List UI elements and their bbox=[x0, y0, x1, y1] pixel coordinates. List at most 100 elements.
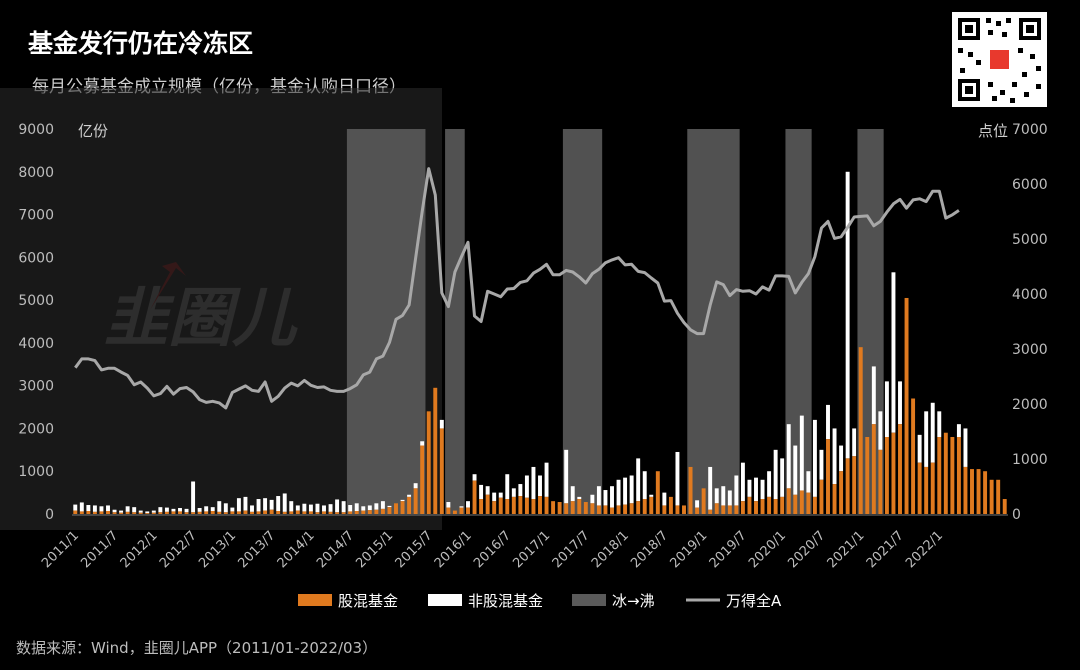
bar-nonequity bbox=[839, 445, 844, 472]
bar-nonequity bbox=[917, 434, 922, 463]
bar-equity bbox=[734, 505, 739, 514]
bar-nonequity bbox=[780, 458, 785, 497]
x-tick-label: 2018/1 bbox=[589, 528, 632, 571]
x-tick-label: 2021/1 bbox=[825, 528, 868, 571]
bar-equity bbox=[531, 499, 536, 514]
bar-nonequity bbox=[348, 505, 353, 512]
bar-equity bbox=[73, 510, 78, 514]
bar-equity bbox=[433, 387, 438, 514]
bar-equity bbox=[930, 462, 935, 514]
bar-equity bbox=[413, 488, 418, 514]
bar-equity bbox=[963, 466, 968, 514]
bar-nonequity bbox=[898, 381, 902, 425]
bar-nonequity bbox=[505, 474, 510, 500]
bar-nonequity bbox=[407, 494, 412, 497]
bar-equity bbox=[760, 499, 765, 514]
bar-equity bbox=[498, 497, 503, 514]
bar-equity bbox=[420, 445, 425, 514]
bar-equity bbox=[852, 456, 857, 514]
bar-nonequity bbox=[623, 477, 628, 505]
bar-nonequity bbox=[538, 475, 542, 497]
y-right-tick-label: 6000 bbox=[1012, 177, 1048, 193]
bar-equity bbox=[754, 501, 758, 514]
bar-equity bbox=[819, 479, 824, 514]
bar-nonequity bbox=[367, 505, 372, 511]
x-tick-label: 2013/7 bbox=[236, 528, 279, 571]
bar-equity bbox=[708, 509, 713, 514]
x-tick-label: 2011/7 bbox=[78, 528, 121, 571]
bar-equity bbox=[380, 508, 385, 514]
bar-nonequity bbox=[132, 507, 137, 513]
bar-equity bbox=[538, 496, 542, 514]
bar-equity bbox=[315, 512, 320, 514]
bar-equity bbox=[485, 494, 490, 514]
bar-nonequity bbox=[380, 501, 385, 509]
legend: 股混基金 非股混基金 冰→沸 万得全A bbox=[298, 592, 782, 610]
bar-equity bbox=[668, 496, 673, 514]
bar-equity bbox=[236, 511, 241, 514]
y-left-tick-label: 1000 bbox=[18, 464, 54, 480]
bar-equity bbox=[793, 494, 798, 514]
bar-nonequity bbox=[302, 503, 307, 512]
legend-swatch-1 bbox=[428, 594, 462, 606]
bar-nonequity bbox=[387, 505, 392, 508]
bar-equity bbox=[250, 511, 254, 514]
legend-label-3: 万得全A bbox=[726, 592, 782, 610]
bar-nonequity bbox=[151, 510, 156, 513]
bar-equity bbox=[322, 511, 326, 514]
bar-nonequity bbox=[191, 481, 196, 513]
bar-equity bbox=[551, 501, 556, 514]
bar-nonequity bbox=[832, 428, 837, 485]
x-tick-label: 2022/1 bbox=[903, 528, 946, 571]
data-source-note: 数据来源：Wind，韭圈儿APP（2011/01-2022/03） bbox=[16, 639, 378, 657]
bar-nonequity bbox=[145, 511, 150, 514]
x-tick-label: 2017/1 bbox=[510, 528, 553, 571]
bar-nonequity bbox=[544, 462, 549, 497]
bar-equity bbox=[780, 496, 785, 514]
y-left-tick-label: 4000 bbox=[18, 336, 54, 352]
bar-equity bbox=[184, 512, 189, 514]
bar-nonequity bbox=[315, 503, 320, 513]
bar-nonequity bbox=[773, 449, 778, 500]
bar-equity bbox=[865, 437, 870, 514]
bar-equity bbox=[662, 505, 667, 514]
bar-nonequity bbox=[112, 509, 117, 513]
bar-equity bbox=[623, 504, 628, 514]
bar-nonequity bbox=[727, 490, 732, 506]
bar-nonequity bbox=[289, 501, 294, 512]
bar-equity bbox=[335, 512, 340, 514]
x-tick-label: 2013/1 bbox=[196, 528, 239, 571]
bar-nonequity bbox=[171, 508, 176, 512]
bar-equity bbox=[439, 428, 444, 514]
bar-equity bbox=[878, 449, 883, 514]
bar-equity bbox=[773, 499, 778, 514]
bar-nonequity bbox=[596, 486, 601, 506]
bar-equity bbox=[446, 507, 451, 514]
y-right-tick-label: 0 bbox=[1012, 507, 1021, 523]
bar-nonequity bbox=[564, 449, 569, 504]
y-right-tick-label: 1000 bbox=[1012, 452, 1048, 468]
bar-equity bbox=[577, 499, 582, 514]
y-right-tick-label: 2000 bbox=[1012, 397, 1048, 413]
bar-nonequity bbox=[721, 486, 726, 506]
bar-equity bbox=[727, 505, 732, 514]
bar-equity bbox=[603, 505, 608, 514]
bar-nonequity bbox=[178, 508, 182, 512]
x-tick-label: 2012/7 bbox=[157, 528, 200, 571]
legend-label-2: 冰→沸 bbox=[612, 592, 655, 610]
bar-nonequity bbox=[924, 411, 929, 467]
bar-equity bbox=[341, 512, 346, 514]
bar-equity bbox=[996, 479, 1001, 514]
bar-nonequity bbox=[799, 415, 804, 491]
y-left-tick-label: 6000 bbox=[18, 250, 54, 266]
bar-equity bbox=[956, 437, 961, 514]
bar-equity bbox=[767, 496, 772, 514]
bar-nonequity bbox=[531, 466, 536, 500]
x-tick-label: 2015/7 bbox=[393, 528, 436, 571]
x-tick-label: 2016/7 bbox=[471, 528, 514, 571]
x-tick-label: 2014/1 bbox=[275, 528, 318, 571]
bar-nonequity bbox=[217, 501, 222, 512]
bar-nonequity bbox=[263, 498, 268, 511]
bar-nonequity bbox=[420, 441, 425, 446]
